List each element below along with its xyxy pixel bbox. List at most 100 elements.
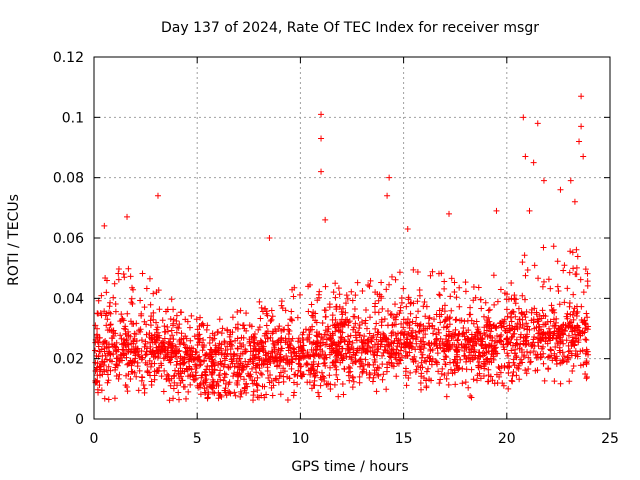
data-point [288,365,295,372]
data-point [146,275,153,282]
data-point [569,249,576,256]
data-point [406,343,413,350]
data-point [583,359,590,366]
data-point [290,345,297,352]
data-point [560,340,567,347]
data-point [285,330,292,337]
data-point [196,362,203,369]
data-point [124,310,131,317]
data-point [146,357,153,364]
data-point [316,288,323,295]
data-point [120,270,127,277]
data-point [371,370,378,377]
data-point [165,376,172,383]
data-point [161,335,168,342]
data-point [107,321,114,328]
data-point [433,331,440,338]
data-point [183,395,190,402]
data-point [123,354,130,361]
data-point [173,312,180,319]
data-point [519,311,526,318]
data-point [276,373,283,380]
data-point [480,372,487,379]
data-point [569,367,576,374]
data-point [381,316,388,323]
data-point [415,308,422,315]
data-point [407,300,414,307]
data-point [384,322,391,329]
data-point [194,342,201,349]
x-axis-label: GPS time / hours [291,459,408,475]
data-point [271,344,278,351]
data-point [462,279,469,286]
data-point [277,391,284,398]
data-point [455,366,462,373]
data-point [565,354,572,361]
data-point [287,344,294,351]
data-point [299,337,306,344]
data-point [519,292,526,299]
data-point [173,329,180,336]
data-point [219,350,226,357]
data-point [350,378,357,385]
data-point [392,301,399,308]
data-point [398,320,405,327]
data-point [504,350,511,357]
data-point [544,354,551,361]
data-point [128,368,135,375]
data-point [427,355,434,362]
data-point [183,351,190,358]
data-point [523,370,530,377]
data-point [491,301,498,308]
data-point [565,332,572,339]
data-point [352,292,359,299]
data-point [197,391,204,398]
data-point [390,329,397,336]
data-point [459,331,466,338]
data-point [174,382,181,389]
data-point [478,336,485,343]
data-point [567,248,574,255]
data-point [388,347,395,354]
data-point [222,385,229,392]
data-point [418,359,425,366]
data-point [103,289,110,296]
data-point [178,377,185,384]
data-point [451,279,458,286]
data-point [206,339,213,346]
data-point [106,303,113,310]
data-point [362,320,369,327]
data-point [111,343,118,350]
data-point [129,300,136,307]
data-point [156,306,163,313]
data-point [510,369,517,376]
data-point [373,336,380,343]
data-point [273,376,280,383]
data-point [201,368,208,375]
data-point [186,324,193,331]
data-point [299,331,306,338]
data-point [441,371,448,378]
data-point [335,393,342,400]
data-point [530,316,537,323]
data-point [164,328,171,335]
data-point [310,361,317,368]
data-point [408,332,415,339]
data-point [429,346,436,353]
data-point [234,345,241,352]
data-point [345,364,352,371]
data-point [322,331,329,338]
data-point [215,382,222,389]
data-point [209,330,216,337]
data-point [429,323,436,330]
data-point [295,335,302,342]
data-point [161,323,168,330]
data-point [513,372,520,379]
data-point [485,366,492,373]
data-point [408,299,415,306]
data-point [552,344,559,351]
data-point [503,306,510,313]
data-point [172,367,179,374]
data-point [128,295,135,302]
data-point [196,382,203,389]
